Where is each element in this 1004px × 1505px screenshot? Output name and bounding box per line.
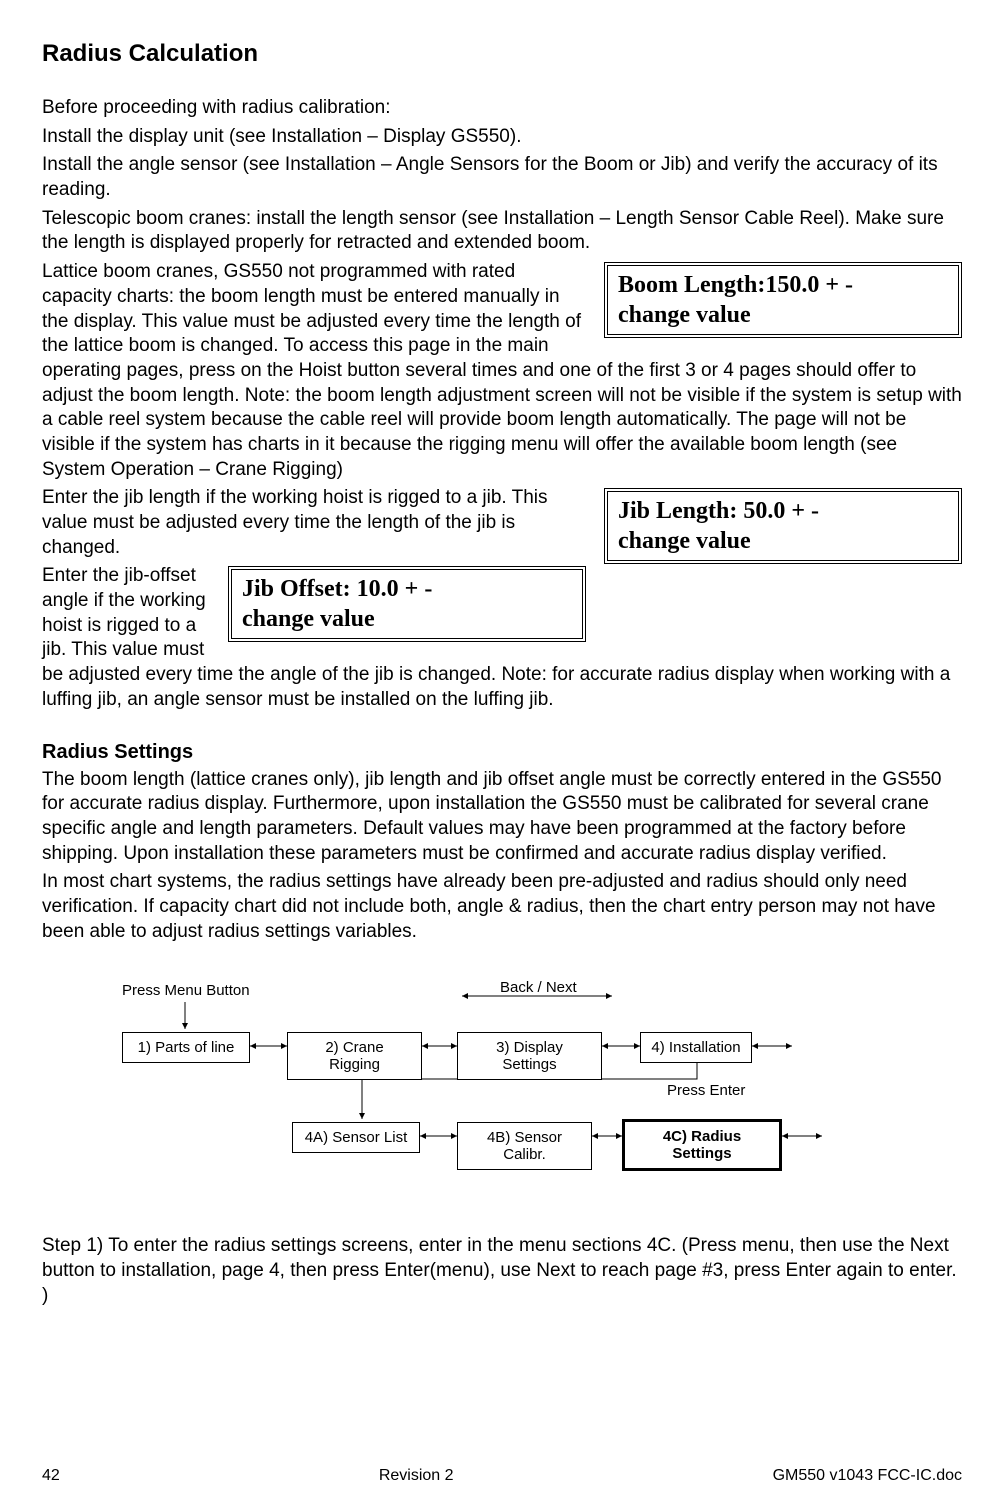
node-display-settings: 3) Display Settings <box>457 1032 602 1080</box>
jib-offset-line1: Jib Offset: 10.0 + - <box>242 576 432 602</box>
node-parts-of-line: 1) Parts of line <box>122 1032 250 1063</box>
boom-length-box: Boom Length:150.0 + - change value <box>604 262 962 338</box>
boom-length-line2: change value <box>618 302 751 328</box>
node-radius-settings: 4C) Radius Settings <box>622 1119 782 1171</box>
page-title: Radius Calculation <box>42 40 962 68</box>
radius-settings-heading: Radius Settings <box>42 741 962 764</box>
install-telescopic-text: Telescopic boom cranes: install the leng… <box>42 207 962 256</box>
settings-text-2: In most chart systems, the radius settin… <box>42 870 962 944</box>
node-installation: 4) Installation <box>640 1032 752 1063</box>
footer-doc: GM550 v1043 FCC-IC.doc <box>773 1467 962 1485</box>
node-crane-rigging: 2) Crane Rigging <box>287 1032 422 1080</box>
node-sensor-calibr: 4B) Sensor Calibr. <box>457 1122 592 1170</box>
install-display-text: Install the display unit (see Installati… <box>42 125 962 150</box>
step1-text: Step 1) To enter the radius settings scr… <box>42 1234 962 1308</box>
node-sensor-list: 4A) Sensor List <box>292 1122 420 1153</box>
back-next-label: Back / Next <box>500 979 577 996</box>
press-enter-label: Press Enter <box>667 1082 745 1099</box>
jib-length-line2: change value <box>618 528 751 554</box>
settings-text-1: The boom length (lattice cranes only), j… <box>42 768 962 867</box>
jib-offset-box: Jib Offset: 10.0 + - change value <box>228 566 586 642</box>
jib-length-box: Jib Length: 50.0 + - change value <box>604 488 962 564</box>
jib-length-line1: Jib Length: 50.0 + - <box>618 498 819 524</box>
press-menu-label: Press Menu Button <box>122 982 250 999</box>
menu-diagram: Press Menu Button Back / Next Press Ente… <box>122 974 882 1204</box>
page-footer: 42 Revision 2 GM550 v1043 FCC-IC.doc <box>42 1467 962 1485</box>
jib-offset-line2: change value <box>242 606 375 632</box>
footer-page-number: 42 <box>42 1467 60 1485</box>
intro-text: Before proceeding with radius calibratio… <box>42 96 962 121</box>
boom-length-line1: Boom Length:150.0 + - <box>618 272 853 298</box>
footer-revision: Revision 2 <box>379 1467 454 1485</box>
install-angle-text: Install the angle sensor (see Installati… <box>42 153 962 202</box>
